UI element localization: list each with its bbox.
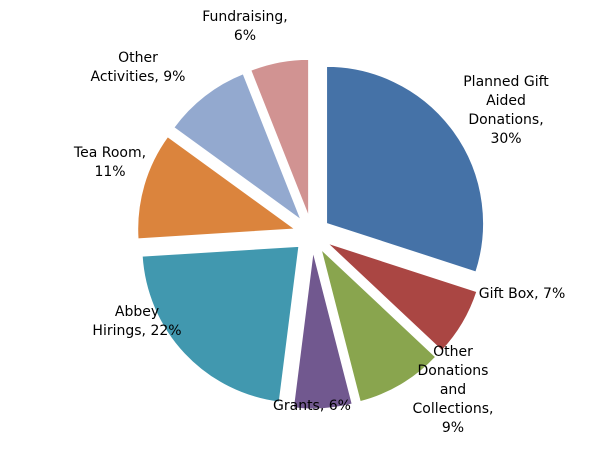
data-label-tea-room: Tea Room, 11%	[73, 145, 146, 180]
data-label-line: Collections,	[413, 401, 494, 417]
pie-slice-abbey-hirings	[141, 245, 300, 403]
data-label-gift-box: Gift Box, 7%	[479, 286, 566, 302]
pie-labels: Planned Gift Aided Donations, 30% Gift Box, …	[73, 9, 565, 436]
data-label-line: 9%	[442, 420, 464, 436]
data-label-other-donations-and-collections: Other Donations and Collections, 9%	[413, 344, 494, 436]
data-label-line: Activities, 9%	[91, 69, 186, 85]
data-label-grants: Grants, 6%	[273, 398, 351, 414]
data-label-line: Gift Box, 7%	[479, 286, 566, 302]
data-label-line: Grants, 6%	[273, 398, 351, 414]
data-label-line: Other	[433, 344, 473, 360]
pie-slice-grants	[292, 251, 353, 410]
pie-slice-other-donations-and-collections	[320, 247, 437, 403]
data-label-abbey-hirings: Abbey Hirings, 22%	[92, 304, 181, 339]
data-label-fundraising: Fundraising, 6%	[202, 9, 288, 44]
pie-slices	[137, 58, 485, 410]
data-label-line: Planned Gift	[463, 74, 549, 90]
pie-slice-fundraising	[250, 58, 310, 217]
data-label-line: 11%	[94, 164, 125, 180]
pie-slice-planned-gift-aided-donations	[326, 65, 485, 273]
data-label-line: Donations,	[468, 112, 543, 128]
pie-slice-other-activities	[173, 73, 303, 222]
data-label-line: Donations	[418, 363, 489, 379]
data-label-planned-gift-aided-donations: Planned Gift Aided Donations, 30%	[463, 74, 549, 147]
data-label-line: Abbey	[115, 304, 159, 320]
data-label-line: Other	[118, 50, 158, 66]
data-label-line: Fundraising,	[202, 9, 288, 25]
data-label-line: and	[440, 382, 466, 398]
data-label-other-activities: Other Activities, 9%	[91, 50, 186, 85]
pie-slice-tea-room	[137, 136, 297, 240]
data-label-line: Hirings, 22%	[92, 323, 181, 339]
data-label-line: Tea Room,	[73, 145, 146, 161]
data-label-line: 30%	[490, 131, 521, 147]
data-label-line: Aided	[486, 93, 526, 109]
pie-slice-gift-box	[327, 242, 478, 352]
data-label-line: 6%	[234, 28, 256, 44]
